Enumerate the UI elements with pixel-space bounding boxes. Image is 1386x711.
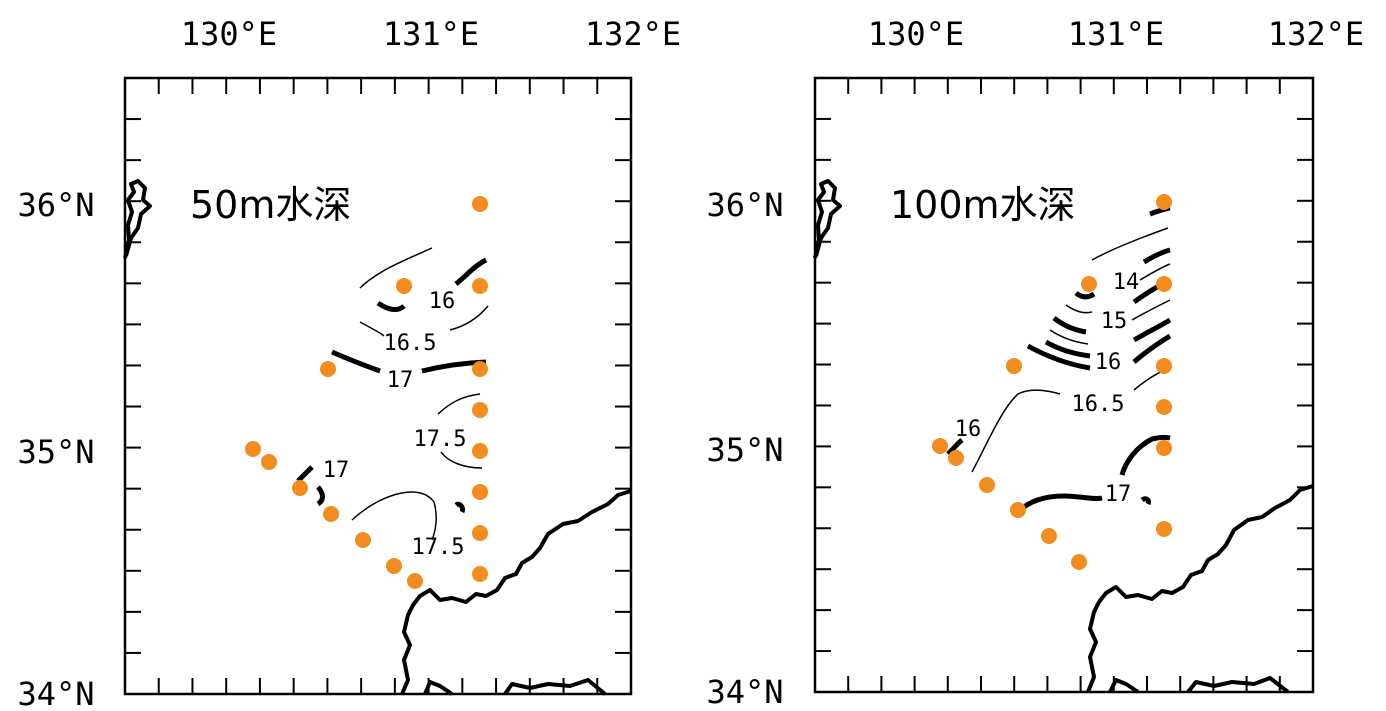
isotherm-15	[1049, 299, 1171, 345]
station-marker	[472, 484, 488, 500]
station-marker	[1156, 440, 1172, 456]
isotherm-17-sw	[296, 465, 325, 507]
station-marker	[1156, 194, 1172, 210]
station-marker	[396, 278, 412, 294]
isotherm-16	[376, 257, 488, 313]
isotherm-16-sw	[946, 438, 964, 456]
isotherm-14-5	[1065, 263, 1171, 314]
contour-label: 16	[429, 289, 456, 314]
isotherm-14	[1074, 247, 1171, 300]
coastline-mainland	[400, 489, 632, 696]
station-marker	[1081, 276, 1097, 292]
isotherm-15-5	[1044, 317, 1172, 359]
map-frame	[813, 76, 1315, 694]
contour-label: 17.5	[414, 427, 467, 452]
station-marker	[261, 454, 277, 470]
station-marker	[292, 480, 308, 496]
lat-label-34: 34°N	[706, 673, 783, 711]
lat-label-35: 35°N	[706, 431, 783, 469]
contour-labels: 14 15 16 16.5 16 17	[955, 270, 1140, 507]
station-marker	[472, 402, 488, 418]
lat-label-35: 35°N	[17, 433, 94, 471]
isotherm-16-5	[971, 367, 1171, 473]
coastline-island	[813, 179, 842, 259]
station-marker	[472, 443, 488, 459]
station-marker	[472, 361, 488, 377]
isotherm-17-5-lower	[351, 491, 437, 541]
station-marker	[386, 558, 402, 574]
isotherm-17-ring	[1119, 434, 1171, 476]
isotherm-17-5-upper	[437, 393, 483, 469]
map-frame	[123, 76, 633, 696]
lat-label-34: 34°N	[17, 675, 94, 711]
station-marker	[472, 278, 488, 294]
map-panel-right: 130°E 131°E 132°E 36°N 35°N 34°N 14 15 1…	[706, 15, 1364, 711]
station-marker	[948, 450, 964, 466]
station-marker	[932, 438, 948, 454]
lat-label-36: 36°N	[17, 186, 94, 224]
coastline-island	[123, 179, 152, 259]
station-marker	[245, 441, 261, 457]
contour-label: 16	[1095, 350, 1122, 375]
contour-label: 14	[1113, 270, 1140, 295]
panel-title: 50m水深	[190, 183, 351, 227]
station-marker	[1156, 358, 1172, 374]
isotherm-16	[1026, 333, 1172, 371]
station-marker	[472, 566, 488, 582]
station-marker	[320, 361, 336, 377]
station-marker	[355, 532, 371, 548]
station-marker	[1156, 521, 1172, 537]
stations	[245, 196, 488, 589]
contour-label: 16.5	[384, 331, 437, 356]
station-marker	[472, 196, 488, 212]
lon-label-130: 130°E	[181, 15, 277, 53]
contour-label: 16	[955, 417, 982, 442]
station-marker	[1156, 276, 1172, 292]
lon-label-131: 131°E	[383, 15, 479, 53]
lon-label-131: 131°E	[1068, 15, 1164, 53]
lon-label-132: 132°E	[1268, 15, 1364, 53]
isotherm-16-5	[359, 305, 489, 337]
panel-title: 100m水深	[890, 183, 1076, 227]
contour-label: 17	[387, 368, 414, 393]
coastline-mainland	[1086, 484, 1314, 694]
tick-marks	[815, 78, 1313, 692]
isotherm-17-spot	[1140, 496, 1151, 506]
isotherm-16-upper	[359, 247, 433, 289]
contour-label: 16.5	[1072, 392, 1125, 417]
station-marker	[1156, 399, 1172, 415]
isotherm-14-outer	[1091, 227, 1169, 261]
contour-label: 17	[323, 458, 350, 483]
contour-labels: 16 16.5 17 17.5 17 17.5	[323, 289, 467, 560]
station-marker	[407, 573, 423, 589]
isotherm-17	[1016, 493, 1103, 514]
station-marker	[1006, 358, 1022, 374]
station-marker	[1010, 502, 1026, 518]
lon-label-130: 130°E	[868, 15, 964, 53]
station-marker	[323, 506, 339, 522]
station-marker	[1071, 554, 1087, 570]
station-marker	[472, 525, 488, 541]
station-marker	[1041, 528, 1057, 544]
tick-marks	[125, 78, 631, 694]
lon-label-132: 132°E	[585, 15, 681, 53]
stations	[932, 194, 1172, 570]
isotherm-17-5-spot	[454, 501, 465, 514]
contour-label: 15	[1101, 309, 1128, 334]
contour-label: 17	[1105, 482, 1132, 507]
contour-label: 17.5	[412, 535, 465, 560]
map-panel-left: 130°E 131°E 132°E 36°N 35°N 34°N 16 16.5…	[17, 15, 681, 711]
station-marker	[979, 477, 995, 493]
lat-label-36: 36°N	[706, 186, 783, 224]
